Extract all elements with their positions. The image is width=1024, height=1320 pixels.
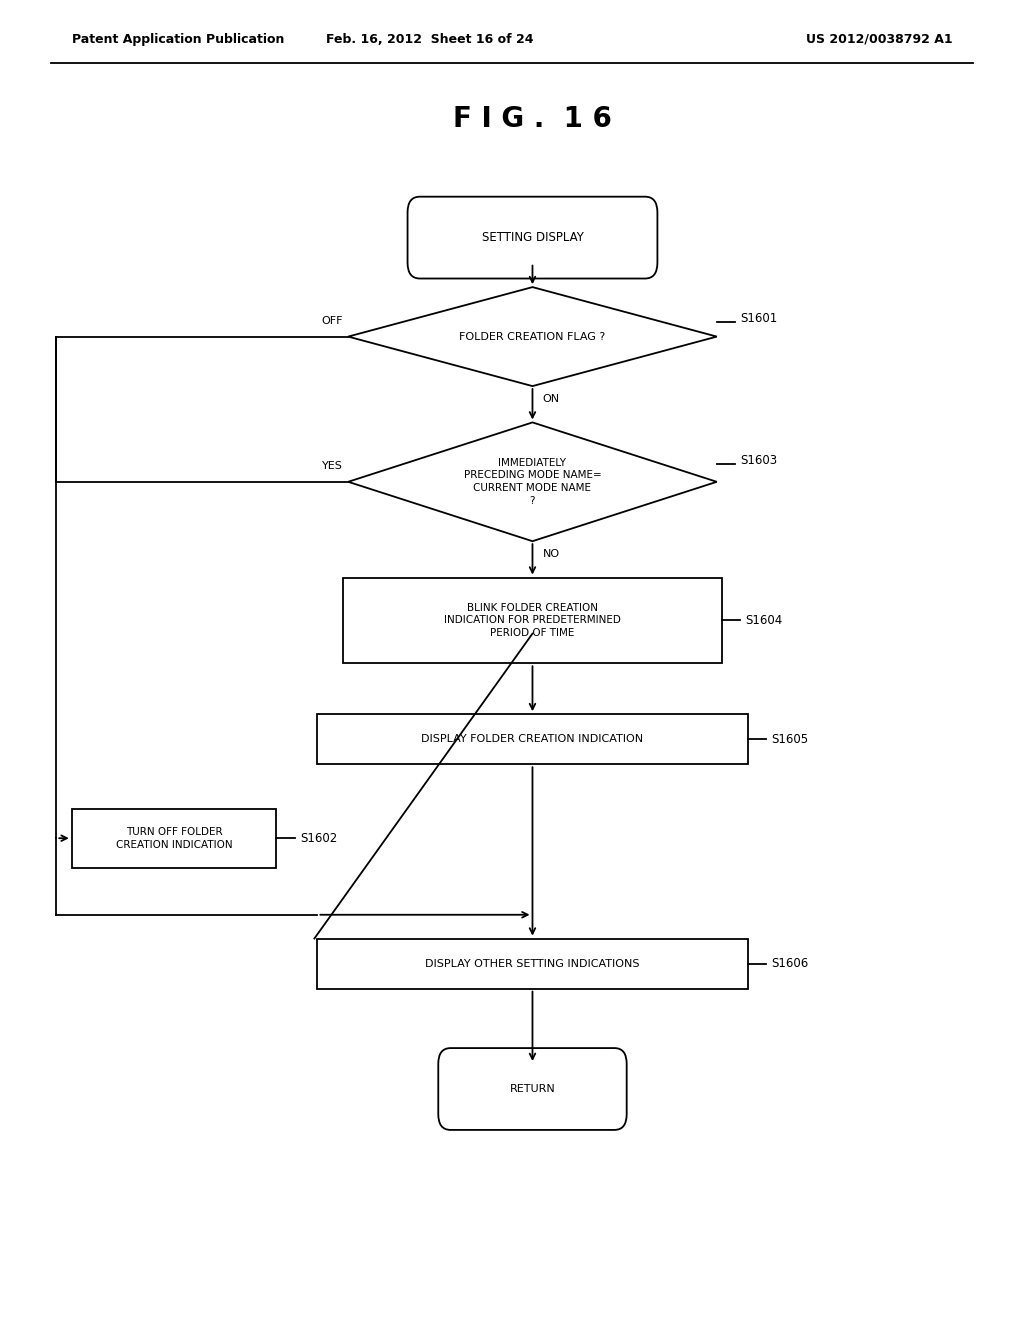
Text: S1603: S1603 bbox=[740, 454, 777, 467]
Polygon shape bbox=[348, 422, 717, 541]
Text: DISPLAY OTHER SETTING INDICATIONS: DISPLAY OTHER SETTING INDICATIONS bbox=[425, 958, 640, 969]
Text: TURN OFF FOLDER
CREATION INDICATION: TURN OFF FOLDER CREATION INDICATION bbox=[116, 826, 232, 850]
Text: US 2012/0038792 A1: US 2012/0038792 A1 bbox=[806, 33, 952, 46]
Text: Feb. 16, 2012  Sheet 16 of 24: Feb. 16, 2012 Sheet 16 of 24 bbox=[327, 33, 534, 46]
Text: F I G .  1 6: F I G . 1 6 bbox=[453, 104, 612, 133]
FancyBboxPatch shape bbox=[408, 197, 657, 279]
Text: S1604: S1604 bbox=[745, 614, 782, 627]
Text: S1602: S1602 bbox=[300, 832, 337, 845]
Text: FOLDER CREATION FLAG ?: FOLDER CREATION FLAG ? bbox=[460, 331, 605, 342]
Text: OFF: OFF bbox=[322, 315, 343, 326]
Text: Patent Application Publication: Patent Application Publication bbox=[72, 33, 284, 46]
Polygon shape bbox=[348, 288, 717, 385]
Bar bbox=[343, 578, 722, 663]
Text: S1601: S1601 bbox=[740, 313, 777, 325]
Text: S1605: S1605 bbox=[771, 733, 808, 746]
Text: RETURN: RETURN bbox=[510, 1084, 555, 1094]
Text: SETTING DISPLAY: SETTING DISPLAY bbox=[481, 231, 584, 244]
Text: NO: NO bbox=[543, 549, 560, 560]
FancyBboxPatch shape bbox=[438, 1048, 627, 1130]
Text: ON: ON bbox=[543, 393, 560, 404]
Text: S1606: S1606 bbox=[771, 957, 808, 970]
Text: BLINK FOLDER CREATION
INDICATION FOR PREDETERMINED
PERIOD OF TIME: BLINK FOLDER CREATION INDICATION FOR PRE… bbox=[444, 603, 621, 638]
Bar bbox=[317, 939, 748, 989]
Bar bbox=[72, 808, 276, 869]
Text: YES: YES bbox=[323, 461, 343, 471]
Bar bbox=[317, 714, 748, 764]
Text: DISPLAY FOLDER CREATION INDICATION: DISPLAY FOLDER CREATION INDICATION bbox=[422, 734, 643, 744]
Text: IMMEDIATELY
PRECEDING MODE NAME=
CURRENT MODE NAME
?: IMMEDIATELY PRECEDING MODE NAME= CURRENT… bbox=[464, 458, 601, 506]
